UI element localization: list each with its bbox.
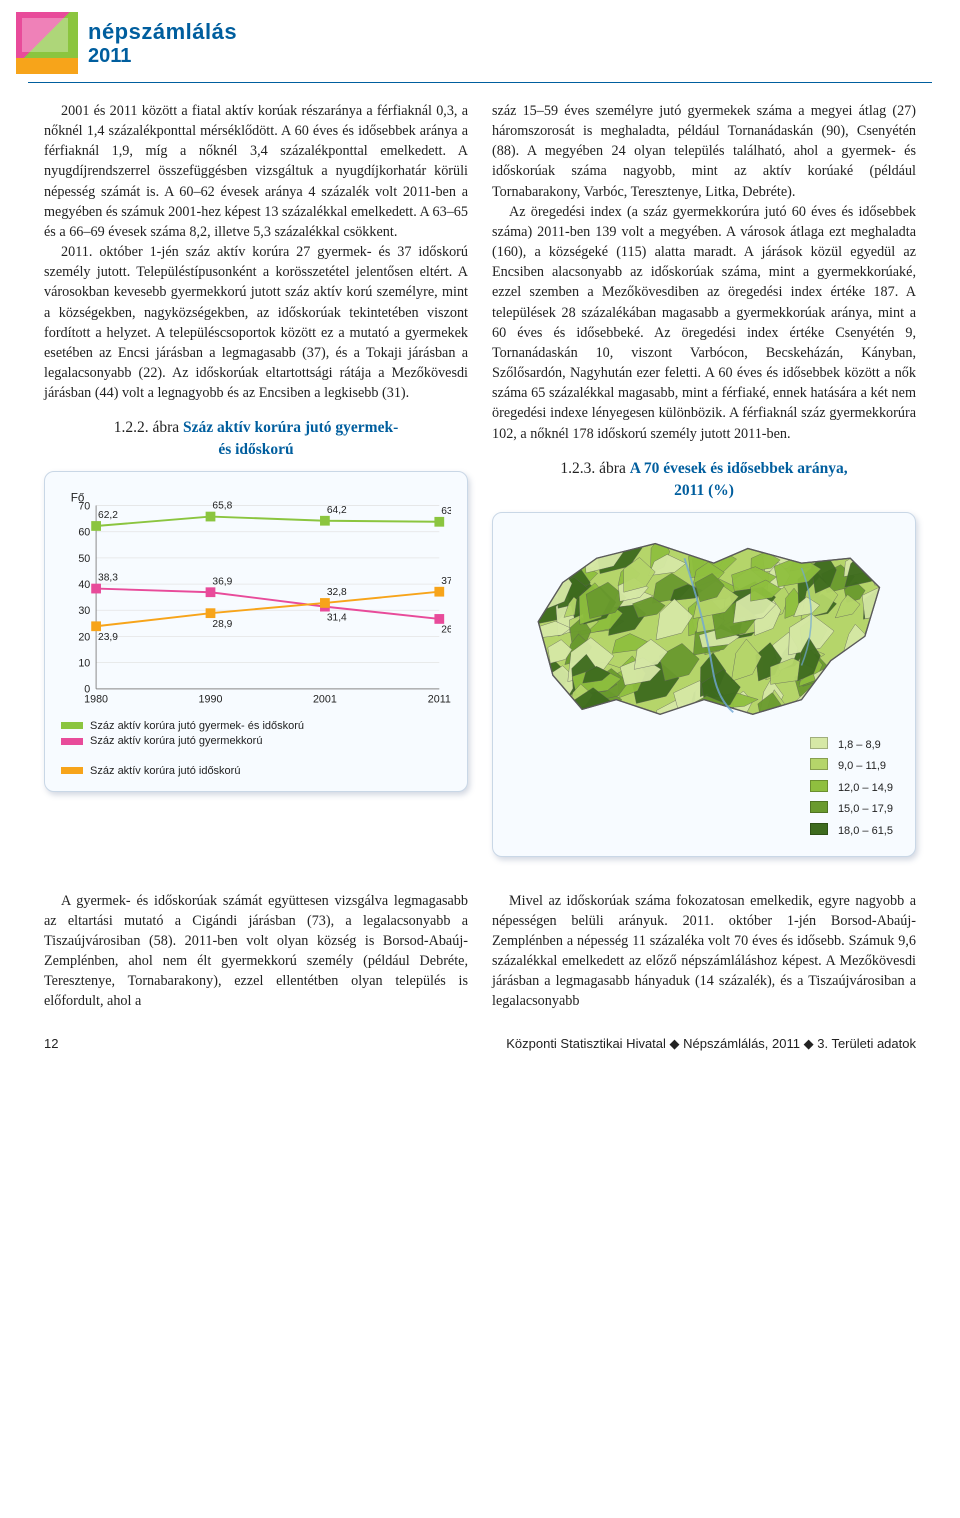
figure-number: 1.2.2. ábra [114, 419, 179, 436]
left-column: 2001 és 2011 között a fiatal aktív korúa… [44, 101, 468, 867]
footer-source: Központi Statisztikai Hivatal ◆ Népszáml… [506, 1036, 916, 1052]
paragraph: száz 15–59 éves személyre jutó gyermekek… [492, 101, 916, 202]
page-header: népszámlálás 2011 [0, 0, 960, 82]
map-legend-label: 12,0 – 14,9 [834, 779, 897, 799]
figure-2-caption: 1.2.3. ábra A 70 évesek és idősebbek ará… [492, 458, 916, 502]
paragraph: 2011. október 1-jén száz aktív korúra 27… [44, 242, 468, 403]
svg-text:63,8: 63,8 [441, 506, 451, 517]
page-number: 12 [44, 1036, 58, 1052]
paragraph: A gyermek- és időskorúak számát együttes… [44, 891, 468, 1012]
svg-text:2001: 2001 [313, 694, 337, 706]
paragraph: Az öregedési index (a száz gyermekkorúra… [492, 202, 916, 444]
figure-title-line1: A 70 évesek és idősebbek aránya, [630, 460, 848, 477]
choropleth-map [509, 529, 899, 724]
legend-item: Száz aktív korúra jutó gyermek- és idősk… [61, 719, 304, 735]
svg-text:37,1: 37,1 [441, 576, 451, 587]
svg-text:20: 20 [78, 632, 90, 644]
figure-number: 1.2.3. ábra [560, 460, 625, 477]
diamond-icon: ◆ [804, 1036, 818, 1051]
svg-text:65,8: 65,8 [212, 501, 232, 512]
paragraph: Mivel az időskorúak száma fokozatosan em… [492, 891, 916, 1012]
footer-mid: Népszámlálás, 2011 [683, 1036, 800, 1051]
figure-1-card: Fő010203040506070198019902001201162,265,… [44, 471, 468, 792]
chart-legend: Száz aktív korúra jutó gyermek- és idősk… [61, 719, 451, 780]
census-logo-icon [16, 12, 78, 74]
svg-text:23,9: 23,9 [98, 632, 118, 643]
page-footer: 12 Központi Statisztikai Hivatal ◆ Népsz… [0, 1012, 960, 1070]
figure-1-caption: 1.2.2. ábra Száz aktív korúra jutó gyerm… [44, 417, 468, 461]
lower-left-column: A gyermek- és időskorúak számát együttes… [44, 891, 468, 1012]
svg-text:1980: 1980 [84, 694, 108, 706]
svg-text:2011: 2011 [428, 694, 451, 706]
logo-line1: népszámlálás [88, 19, 237, 45]
svg-text:30: 30 [78, 606, 90, 618]
svg-text:1990: 1990 [199, 694, 223, 706]
map-legend-label: 15,0 – 17,9 [834, 800, 897, 820]
svg-text:40: 40 [78, 579, 90, 591]
footer-src: Központi Statisztikai Hivatal [506, 1036, 666, 1051]
line-chart: Fő010203040506070198019902001201162,265,… [61, 488, 451, 712]
svg-text:26,7: 26,7 [441, 625, 451, 636]
svg-text:50: 50 [78, 553, 90, 565]
lower-columns: A gyermek- és időskorúak számát együttes… [0, 891, 960, 1012]
paragraph: 2001 és 2011 között a fiatal aktív korúa… [44, 101, 468, 242]
legend-item: Száz aktív korúra jutó időskorú [61, 764, 240, 780]
svg-text:38,3: 38,3 [98, 573, 118, 584]
diamond-icon: ◆ [670, 1036, 684, 1051]
figure-title-line1: Száz aktív korúra jutó gyermek- [183, 419, 398, 436]
svg-text:36,9: 36,9 [212, 577, 232, 588]
svg-text:70: 70 [78, 501, 90, 513]
logo-text: népszámlálás 2011 [88, 19, 237, 68]
header-divider [28, 82, 932, 83]
svg-text:32,8: 32,8 [327, 588, 347, 599]
map-legend-label: 18,0 – 61,5 [834, 822, 897, 842]
lower-right-column: Mivel az időskorúak száma fokozatosan em… [492, 891, 916, 1012]
main-columns: 2001 és 2011 között a fiatal aktív korúa… [0, 101, 960, 867]
logo-line2: 2011 [88, 45, 237, 68]
figure-title-line2: 2011 (%) [674, 482, 734, 499]
figure-2-card: 1,8 – 8,99,0 – 11,912,0 – 14,915,0 – 17,… [492, 512, 916, 857]
map-legend-label: 9,0 – 11,9 [834, 757, 897, 777]
svg-text:60: 60 [78, 527, 90, 539]
legend-item: Száz aktív korúra jutó gyermekkorú [61, 734, 262, 750]
svg-text:31,4: 31,4 [327, 613, 347, 624]
footer-right: 3. Területi adatok [817, 1036, 916, 1051]
svg-text:28,9: 28,9 [212, 619, 232, 630]
svg-text:64,2: 64,2 [327, 505, 347, 516]
map-legend: 1,8 – 8,99,0 – 11,912,0 – 14,915,0 – 17,… [509, 734, 899, 844]
right-column: száz 15–59 éves személyre jutó gyermekek… [492, 101, 916, 867]
svg-text:62,2: 62,2 [98, 511, 118, 522]
svg-text:10: 10 [78, 658, 90, 670]
map-legend-label: 1,8 – 8,9 [834, 736, 897, 756]
figure-title-line2: és időskorú [218, 441, 293, 458]
